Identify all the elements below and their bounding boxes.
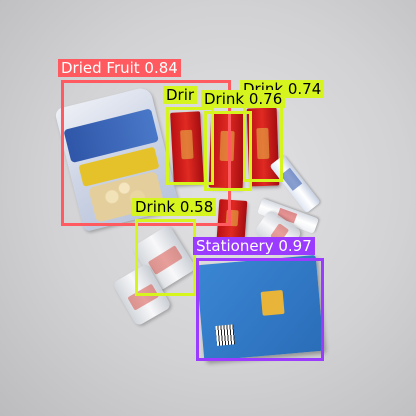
detection-box-dried-fruit: [61, 80, 231, 226]
detection-label-dried-fruit: Dried Fruit 0.84: [58, 59, 181, 77]
detection-label-drink-058: Drink 0.58: [132, 198, 217, 216]
detection-box-drink-076: [204, 111, 252, 191]
detection-box-stationery: [196, 258, 324, 361]
detection-box-drink-058: [135, 219, 196, 296]
detection-label-drink-partial: Drir: [163, 86, 198, 104]
detection-label-stationery: Stationery 0.97: [193, 237, 315, 255]
detection-box-drink-partial: [166, 107, 214, 185]
detection-label-drink-076: Drink 0.76: [201, 90, 286, 108]
